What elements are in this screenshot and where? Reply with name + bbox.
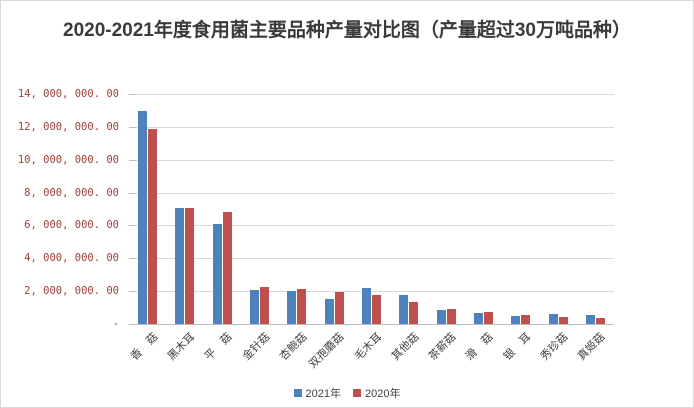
legend-swatch-2020 (353, 389, 361, 397)
bar-2021 (473, 313, 483, 324)
y-axis-tick-mark (129, 127, 136, 128)
y-axis-tick-label: 14, 000, 000. 00 (17, 88, 119, 100)
bar-2021 (138, 111, 148, 324)
bar-2021 (511, 316, 521, 324)
bar-2020 (260, 287, 270, 324)
x-axis-category-label: 黑木耳 (165, 331, 198, 363)
y-axis-tick-label: 2, 000, 000. 00 (24, 285, 119, 297)
x-axis-category-label: 毛木耳 (352, 331, 384, 363)
legend-label: 2020年 (365, 388, 401, 400)
y-axis-tick-mark (129, 94, 136, 95)
y-gridline (129, 127, 614, 128)
bar-2021 (324, 299, 334, 324)
x-axis-category-label: 滑 菇 (464, 331, 496, 363)
y-gridline (129, 225, 614, 226)
legend-item-2020: 2020年 (353, 385, 400, 401)
x-axis-category-label: 真姬菇 (576, 331, 608, 363)
bar-2020 (595, 318, 605, 324)
bar-2020 (558, 317, 568, 324)
x-axis-category-label: 平 菇 (202, 331, 235, 363)
bar-2020 (334, 292, 344, 324)
bar-2020 (185, 208, 195, 324)
bar-2021 (362, 288, 371, 324)
bar-2021 (399, 295, 409, 324)
bar-2020 (483, 312, 493, 324)
bar-2021 (287, 291, 297, 324)
x-axis-category-label: 双孢蘑菇 (307, 331, 347, 371)
legend-swatch-2021 (293, 389, 302, 397)
bar-2021 (212, 224, 222, 324)
y-axis-tick-label: 8, 000, 000. 00 (24, 187, 119, 199)
bar-2021 (548, 314, 558, 324)
y-gridline (129, 160, 614, 161)
y-axis-tick-mark (129, 258, 136, 259)
legend-label: 2021年 (305, 388, 341, 400)
chart-title: 2020-2021年度食用菌主要品种产量对比图（产量超过30万吨品种） (63, 20, 631, 41)
bar-2020 (372, 295, 381, 324)
y-gridline (129, 258, 614, 259)
bar-2021 (250, 290, 260, 324)
bar-2020 (521, 315, 531, 324)
bar-2020 (297, 289, 307, 324)
x-axis-category-label: 秀珍菇 (538, 331, 571, 363)
bar-2021 (175, 208, 185, 324)
y-gridline (129, 291, 614, 292)
x-axis-category-label: 银 耳 (501, 331, 534, 363)
y-axis-tick-mark (129, 324, 136, 325)
y-gridline (129, 193, 614, 194)
y-axis-tick-label: 4, 000, 000. 00 (24, 252, 119, 264)
y-axis-tick-mark (129, 193, 136, 194)
y-axis-tick-label: 6, 000, 000. 00 (24, 219, 119, 231)
y-axis-tick-mark (129, 225, 136, 226)
bar-2020 (222, 212, 232, 324)
bar-2021 (585, 315, 595, 324)
y-axis-tick-mark (129, 291, 136, 292)
x-axis-category-label: 其他菇 (389, 331, 422, 363)
bar-2021 (436, 310, 446, 324)
y-axis-tick-label: 12, 000, 000. 00 (17, 121, 119, 133)
bar-2020 (409, 302, 419, 324)
x-axis-category-label: 茶薪菇 (426, 331, 459, 363)
bar-2020 (148, 129, 158, 324)
y-gridline (129, 94, 614, 95)
x-axis-category-label: 金针菇 (240, 331, 273, 363)
y-axis-tick-label: - (112, 318, 119, 330)
legend-item-2021: 2021年 (293, 385, 341, 401)
bar-2020 (446, 309, 456, 324)
legend: 2021年 2020年 (1, 385, 693, 401)
x-axis-category-label: 香 菇 (128, 331, 161, 363)
x-axis-category-label: 杏鲍菇 (277, 331, 310, 363)
y-axis-tick-mark (129, 160, 136, 161)
y-axis-tick-label: 10, 000, 000. 00 (17, 154, 119, 166)
x-axis-line (129, 324, 614, 325)
